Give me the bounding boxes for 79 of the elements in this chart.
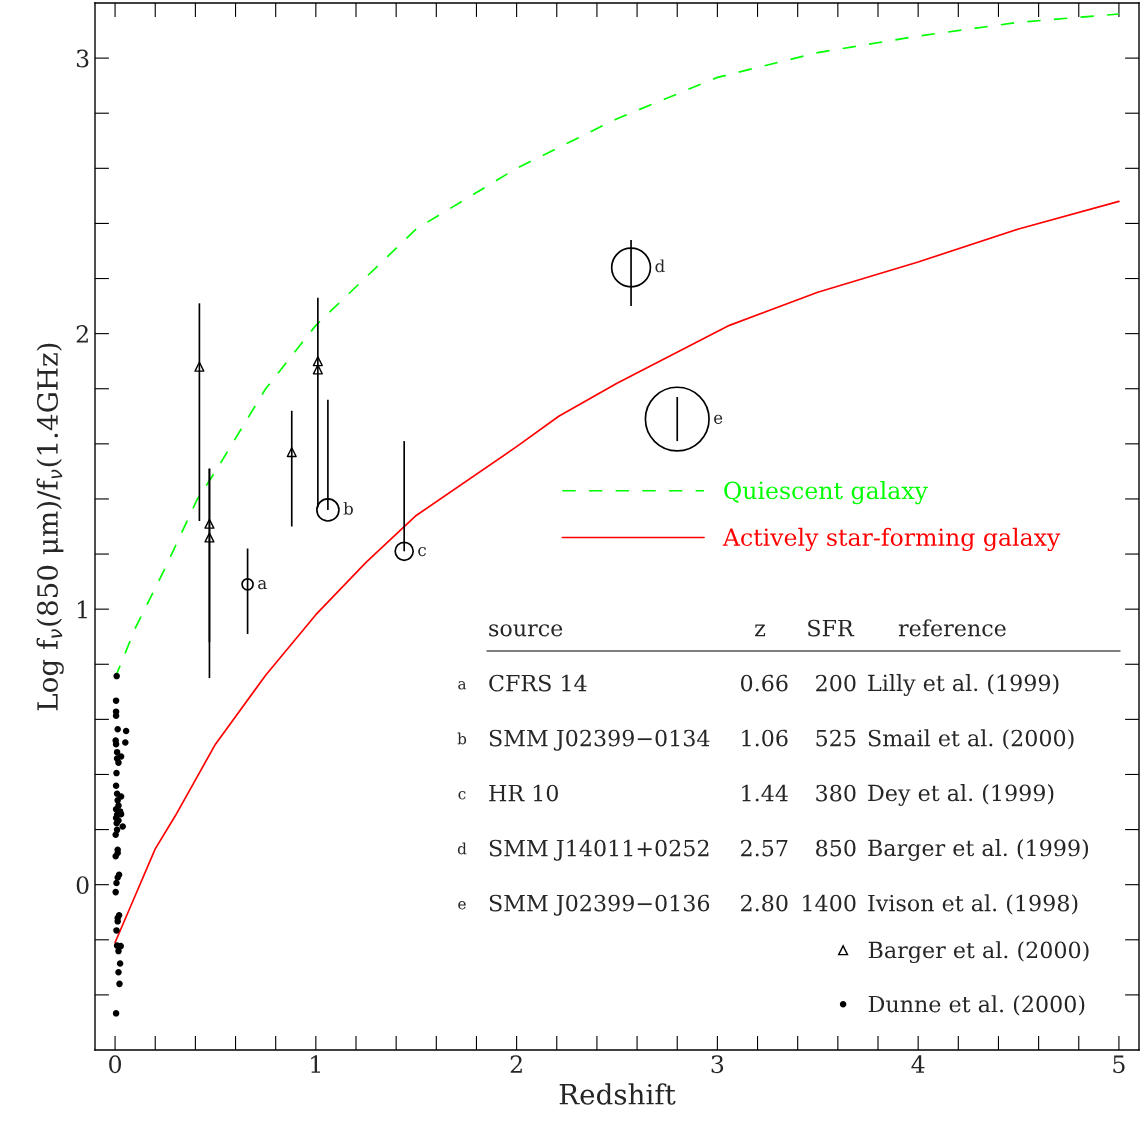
x-tick-label: 3 [711, 1055, 724, 1074]
annotation: 380 [816, 784, 856, 802]
point [119, 823, 126, 830]
annotation: e [458, 901, 466, 910]
point [112, 740, 120, 748]
y-axis-title: Log f$_{ν}$(850 μm)/f$_{ν}$(1.4GHz) [36, 343, 64, 711]
annotation: 2.80 [741, 894, 788, 912]
point [113, 748, 121, 756]
point [112, 697, 120, 704]
x-axis-title: Redshift [559, 1083, 676, 1105]
annotation: Dey et al. (1999) [868, 784, 1054, 806]
y-tick-label: 3 [76, 49, 89, 68]
annotation: Ivison et al. (1998) [868, 894, 1078, 915]
x-tick-label: 1 [311, 1055, 320, 1073]
annotation: SFR [808, 619, 855, 637]
annotation: e [714, 414, 723, 424]
point [116, 980, 123, 988]
annotation: HR 10 [489, 784, 558, 802]
annotation: c [458, 791, 466, 800]
annotation: SMM J14011+0252 [489, 839, 709, 861]
annotation: c [418, 547, 426, 557]
point [112, 831, 119, 839]
point [122, 739, 129, 746]
x-tick-label: 4 [911, 1055, 925, 1073]
annotation: 1.06 [742, 729, 788, 747]
point [204, 532, 215, 543]
annotation: 0.66 [740, 674, 788, 692]
annotation: SMM J02399−0136 [489, 894, 710, 916]
point [112, 888, 119, 896]
point [116, 960, 124, 967]
point [113, 769, 120, 777]
annotation: b [343, 501, 353, 515]
annotation: a [458, 681, 467, 690]
annotation: d [457, 842, 467, 855]
x-tick-label: 5 [1113, 1055, 1125, 1074]
text: Actively star-forming galaxy [722, 527, 1061, 552]
annotation: CFRS 14 [489, 674, 587, 692]
legend-label: Barger et al. (2000) [868, 941, 1089, 963]
annotation: SMM J02399−0134 [489, 729, 710, 751]
point [286, 447, 297, 458]
point [204, 518, 215, 529]
point [115, 759, 122, 766]
y-tick-label: 0 [76, 876, 89, 894]
point [112, 782, 120, 790]
point [115, 947, 122, 955]
annotation: 850 [816, 839, 856, 857]
y-tick-label: 2 [76, 325, 88, 343]
point [113, 927, 120, 934]
point [312, 356, 323, 367]
annotation: z [755, 624, 766, 637]
point [114, 726, 121, 733]
annotation: 525 [816, 729, 856, 747]
annotation: b [457, 732, 467, 745]
annotation: 1.44 [742, 784, 788, 802]
point [114, 918, 121, 925]
annotation: d [655, 259, 665, 273]
point [112, 712, 120, 720]
legend-label: Dunne et al. (2000) [868, 995, 1085, 1016]
point [194, 361, 205, 372]
point [122, 727, 130, 735]
annotation: Barger et al. (1999) [868, 839, 1089, 861]
point [112, 853, 119, 860]
annotation: 1400 [803, 894, 856, 912]
annotation: 200 [816, 674, 856, 692]
x-tick-label: 2 [510, 1055, 522, 1073]
text: Quiescent galaxy [724, 481, 928, 505]
annotation: Lilly et al. (1999) [868, 674, 1059, 696]
annotation: source [489, 624, 563, 637]
x-tick-label: 0 [109, 1055, 122, 1074]
point [312, 364, 323, 375]
annotation: reference [898, 619, 1006, 637]
point [113, 879, 120, 887]
y-tick-label: 1 [78, 600, 87, 619]
annotation: a [258, 580, 267, 590]
point [115, 969, 122, 976]
point [112, 1010, 120, 1017]
annotation: 2.57 [741, 839, 788, 857]
point [113, 672, 120, 680]
annotation: Smail et al. (2000) [868, 729, 1074, 750]
